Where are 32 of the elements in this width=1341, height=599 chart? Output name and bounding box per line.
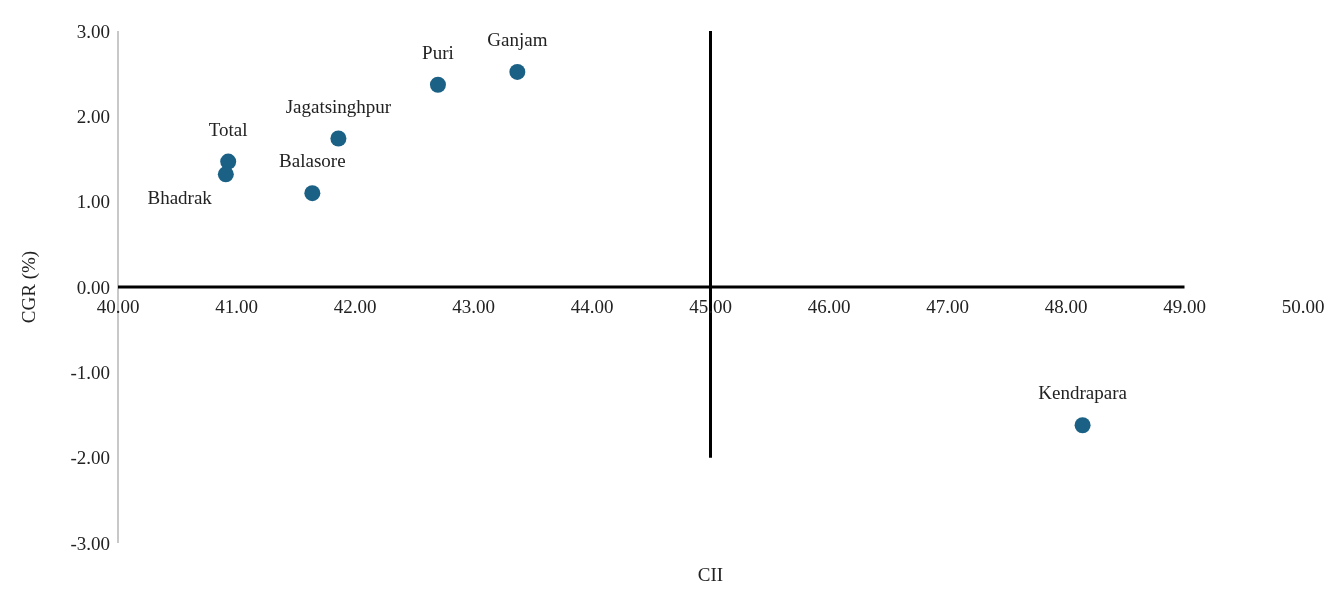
x-tick-label: 44.00 (570, 296, 614, 317)
x-tick-label: 48.00 (1044, 296, 1088, 317)
y-tick-label: -3.00 (70, 532, 110, 554)
point (1074, 417, 1091, 434)
y-tick-label: 1.00 (76, 191, 110, 213)
y-axis-title: CGR (%) (17, 250, 40, 324)
x-tick-label: 50.00 (1281, 296, 1325, 317)
annotation: Puri (422, 41, 454, 63)
annotation: Kendrapara (1038, 382, 1128, 404)
y-tick-label: -2.00 (70, 447, 110, 469)
point (217, 166, 234, 183)
x-tick-label: 41.00 (215, 296, 258, 317)
annotation: Balasore (279, 150, 346, 172)
x-axis-title: CII (697, 564, 724, 585)
x-tick-label: 46.00 (807, 296, 851, 317)
annotation: Total (208, 118, 248, 140)
x-tick-label: 40.00 (96, 296, 140, 317)
point (304, 185, 321, 202)
y-tick-label: 0.00 (76, 276, 110, 298)
annotation: Ganjam (487, 28, 548, 50)
point (509, 63, 526, 80)
x-tick-label: 47.00 (926, 296, 969, 317)
y-tick-label: 3.00 (76, 20, 110, 42)
x-tick-label: 42.00 (333, 296, 377, 317)
y-tick-label: 2.00 (76, 106, 110, 128)
y-tick-label: -1.00 (70, 362, 110, 384)
x-tick-label: 43.00 (452, 296, 495, 317)
point (330, 130, 347, 147)
x-tick-label: 49.00 (1163, 296, 1206, 317)
point (429, 76, 446, 93)
annotation: Bhadrak (147, 187, 213, 209)
annotation: Jagatsinghpur (285, 95, 392, 117)
